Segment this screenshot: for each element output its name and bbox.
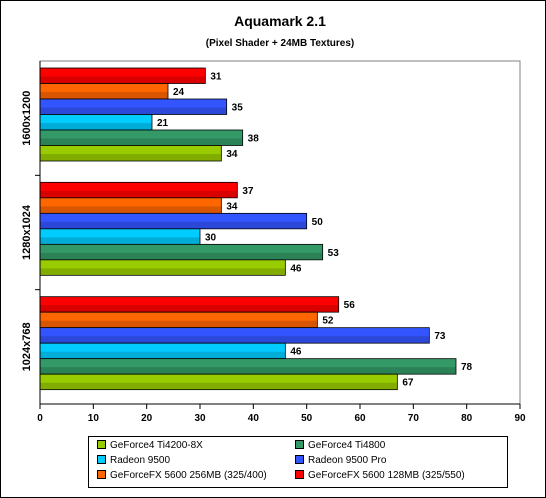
data-label: 35 bbox=[232, 103, 244, 114]
x-tick-label: 40 bbox=[248, 413, 260, 424]
data-label-bg bbox=[203, 230, 218, 242]
data-label-bg bbox=[288, 261, 304, 273]
bar-shade bbox=[40, 107, 227, 114]
bar-shade bbox=[40, 252, 323, 260]
data-label: 73 bbox=[434, 331, 446, 342]
bar-shade bbox=[40, 237, 200, 244]
bar-shade bbox=[40, 221, 307, 229]
data-label-bg bbox=[208, 70, 224, 81]
data-label: 24 bbox=[173, 87, 185, 98]
data-label: 30 bbox=[205, 232, 217, 243]
category-label: 1280x1024 bbox=[21, 204, 33, 260]
data-label-bg bbox=[155, 116, 170, 128]
data-label: 34 bbox=[226, 201, 238, 212]
data-label-bg bbox=[432, 329, 448, 341]
bar-shade bbox=[40, 76, 205, 83]
chart-title: Aquamark 2.1 bbox=[234, 13, 326, 29]
legend-swatch bbox=[295, 469, 304, 479]
x-tick-label: 60 bbox=[354, 413, 366, 424]
data-label: 46 bbox=[290, 347, 302, 358]
data-label: 21 bbox=[157, 118, 169, 129]
legend-label: GeForceFX 5600 256MB (325/400) bbox=[110, 470, 267, 481]
data-label: 37 bbox=[242, 186, 254, 197]
data-label: 31 bbox=[210, 72, 222, 83]
legend-swatch bbox=[295, 454, 304, 464]
data-label-bg bbox=[459, 360, 474, 372]
legend-label: Radeon 9500 bbox=[110, 455, 171, 466]
bar-shade bbox=[40, 336, 429, 343]
data-label: 56 bbox=[344, 300, 356, 311]
bar-shade bbox=[40, 268, 285, 275]
legend: GeForce4 Ti4200-8X GeForce4 Ti4800 Radeon … bbox=[88, 436, 508, 488]
bar-shade bbox=[40, 92, 168, 99]
bar-shade bbox=[40, 190, 237, 198]
data-label-bg bbox=[171, 85, 186, 97]
data-label-bg bbox=[224, 147, 240, 159]
legend-swatch bbox=[97, 454, 106, 464]
bar-shade bbox=[40, 138, 243, 145]
category-label: 1024x768 bbox=[21, 322, 33, 371]
legend-label: Radeon 9500 Pro bbox=[308, 455, 387, 466]
data-label: 38 bbox=[248, 134, 260, 145]
data-label-bg bbox=[320, 314, 336, 326]
plot-area: 1600x1200 31 24 35 21 38 34 1280x1024 37 34 50 30 53… bbox=[21, 60, 526, 424]
data-label-bg bbox=[400, 376, 416, 388]
category-label: 1600x1200 bbox=[21, 91, 33, 146]
chart-subtitle: (Pixel Shader + 24MB Textures) bbox=[206, 38, 354, 49]
x-tick-label: 0 bbox=[37, 413, 43, 424]
data-label-bg bbox=[240, 184, 256, 196]
data-label: 78 bbox=[461, 362, 473, 373]
legend-swatch bbox=[295, 439, 304, 449]
data-label: 34 bbox=[226, 149, 238, 160]
bar-shade bbox=[40, 206, 221, 213]
data-label-bg bbox=[341, 298, 357, 310]
data-label: 67 bbox=[402, 378, 414, 389]
x-tick-label: 70 bbox=[408, 413, 420, 424]
data-label: 50 bbox=[312, 217, 324, 228]
x-tick-label: 50 bbox=[301, 413, 313, 424]
bar-shade bbox=[40, 123, 152, 130]
legend-entry: GeForceFX 5600 256MB (325/400) bbox=[97, 469, 267, 484]
legend-entry: Radeon 9500 bbox=[97, 454, 171, 469]
data-label: 53 bbox=[328, 248, 340, 259]
x-tick-label: 80 bbox=[461, 413, 473, 424]
legend-label: GeForce4 Ti4200-8X bbox=[110, 440, 203, 451]
legend-label: GeForce4 Ti4800 bbox=[308, 440, 386, 451]
legend-entry: GeForceFX 5600 128MB (325/550) bbox=[295, 469, 465, 484]
data-label-bg bbox=[309, 215, 325, 227]
data-label: 46 bbox=[290, 263, 302, 274]
bar-shade bbox=[40, 351, 285, 359]
legend-label: GeForceFX 5600 128MB (325/550) bbox=[308, 470, 465, 481]
x-tick-label: 90 bbox=[514, 413, 526, 424]
bar-shade bbox=[40, 382, 397, 390]
legend-entry: GeForce4 Ti4200-8X bbox=[97, 439, 203, 454]
x-tick-label: 30 bbox=[194, 413, 206, 424]
data-label-bg bbox=[325, 246, 341, 258]
legend-entry: GeForce4 Ti4800 bbox=[295, 439, 386, 454]
bar-shade bbox=[40, 320, 317, 328]
legend-swatch bbox=[97, 469, 106, 479]
legend-entry: Radeon 9500 Pro bbox=[295, 454, 387, 469]
data-label-bg bbox=[229, 101, 245, 112]
x-tick-label: 20 bbox=[141, 413, 153, 424]
bar-shade bbox=[40, 154, 221, 161]
data-label-bg bbox=[245, 132, 261, 143]
bar-shade bbox=[40, 305, 339, 312]
data-label-bg bbox=[224, 199, 240, 211]
x-tick-label: 10 bbox=[88, 413, 100, 424]
data-label: 52 bbox=[322, 316, 334, 327]
legend-swatch bbox=[97, 439, 106, 449]
bar-shade bbox=[40, 367, 456, 374]
data-label-bg bbox=[288, 345, 304, 357]
